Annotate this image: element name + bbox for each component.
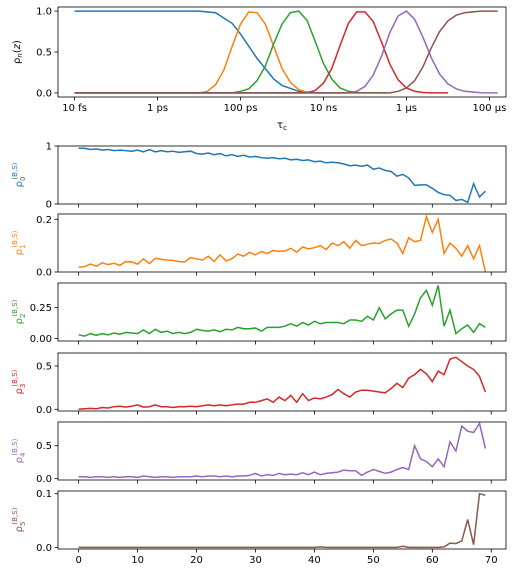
rho2-axes-frame: [57, 282, 507, 342]
rho3-panel: 0.0 0.5 ρ3(B,S): [11, 352, 507, 416]
rho5-axes-frame: [57, 490, 507, 550]
rho5-x-tick-label: 40: [308, 555, 321, 566]
basis-y-tick-label: 0.0: [36, 88, 52, 99]
rho5-x-tick-label: 50: [367, 555, 380, 566]
basis-x-tick-label: 100 ps: [224, 103, 258, 114]
rho0-y-tick-label: 1: [46, 142, 52, 153]
rho1-axes-frame: [57, 213, 507, 273]
basis-series-5-line: [74, 10, 498, 94]
rho1-series-line: [78, 214, 487, 273]
rho5-y-axis-label: ρ5(B,S): [11, 507, 27, 532]
basis-functions-panel: 0.0 0.5 1.0 10 fs 1 ps 100 ps 10 ns 1 μs 100 μs…: [12, 6, 507, 132]
rho0-series-line: [78, 147, 486, 204]
basis-axes-frame: [57, 6, 507, 98]
rho5-x-tick-label: 30: [249, 555, 262, 566]
basis-series-group: [74, 10, 498, 94]
rho-panels-group: 01ρ0(B,S)0.00.2ρ1(B,S)0.000.25ρ2(B,S)0.0…: [11, 142, 507, 566]
rho4-axes-frame: [57, 421, 507, 481]
basis-series-4-line: [74, 10, 498, 94]
basis-x-tick-label: 1 μs: [396, 103, 417, 114]
basis-series-1-line: [74, 11, 345, 94]
rho4-y-axis-label: ρ4(B,S): [11, 438, 27, 463]
rho4-panel: 0.0 0.5 ρ4(B,S): [11, 421, 507, 485]
rho0-panel: 0 1 ρ0(B,S): [11, 142, 507, 211]
basis-x-tick-label: 1 ps: [147, 103, 168, 114]
basis-y-axis-label: ρn(z): [12, 40, 24, 64]
rho2-y-tick-label: 0.25: [30, 303, 52, 314]
basis-series-2-line: [74, 10, 386, 94]
basis-series-3-line: [74, 11, 448, 94]
rho0-y-tick-label: 0: [46, 200, 52, 211]
basis-y-ticks: 0.0 0.5 1.0: [36, 7, 58, 99]
rho3-series-line: [78, 356, 487, 411]
rho5-x-tick-label: 60: [426, 555, 439, 566]
basis-x-axis-label: τc: [277, 120, 287, 132]
rho3-axes-frame: [57, 352, 507, 412]
rho4-y-tick-label: 0.0: [36, 474, 52, 485]
rho2-y-tick-label: 0.00: [30, 334, 52, 345]
rho5-x-tick-label: 0: [75, 555, 81, 566]
basis-x-tick-label: 10 ns: [310, 103, 337, 114]
rho0-axes-frame: [57, 145, 507, 205]
rho5-x-tick-label: 10: [131, 555, 144, 566]
rho5-y-tick-label: 0.0: [36, 543, 52, 554]
basis-y-tick-label: 1.0: [36, 7, 52, 18]
rho4-series-line: [78, 421, 487, 479]
rho5-x-tick-label: 70: [485, 555, 498, 566]
basis-x-tick-label: 10 fs: [62, 103, 87, 114]
rho0-y-axis-label: ρ0(B,S): [11, 162, 27, 187]
rho3-y-tick-label: 0.5: [36, 361, 52, 372]
basis-series-0-line: [74, 10, 324, 94]
rho5-x-tick-label: 20: [190, 555, 203, 566]
rho1-y-tick-label: 0.2: [36, 215, 52, 226]
rho1-panel: 0.0 0.2 ρ1(B,S): [11, 213, 507, 279]
rho3-y-axis-label: ρ3(B,S): [11, 369, 27, 394]
rho2-y-axis-label: ρ2(B,S): [11, 299, 27, 324]
rho1-y-axis-label: ρ1(B,S): [11, 230, 27, 255]
basis-y-tick-label: 0.5: [36, 48, 52, 59]
rho1-y-tick-label: 0.0: [36, 268, 52, 279]
rho2-series-line: [78, 285, 486, 337]
rho5-y-tick-label: 0.1: [36, 489, 52, 500]
basis-x-tick-label: 100 μs: [472, 103, 506, 114]
rho5-series-line: [78, 492, 486, 549]
rho3-y-tick-label: 0.0: [36, 405, 52, 416]
basis-x-ticks: 10 fs 1 ps 100 ps 10 ns 1 μs 100 μs: [62, 97, 506, 114]
rho5-panel: 0.0 0.1 ρ5(B,S): [11, 489, 507, 554]
rho4-y-tick-label: 0.5: [36, 441, 52, 452]
